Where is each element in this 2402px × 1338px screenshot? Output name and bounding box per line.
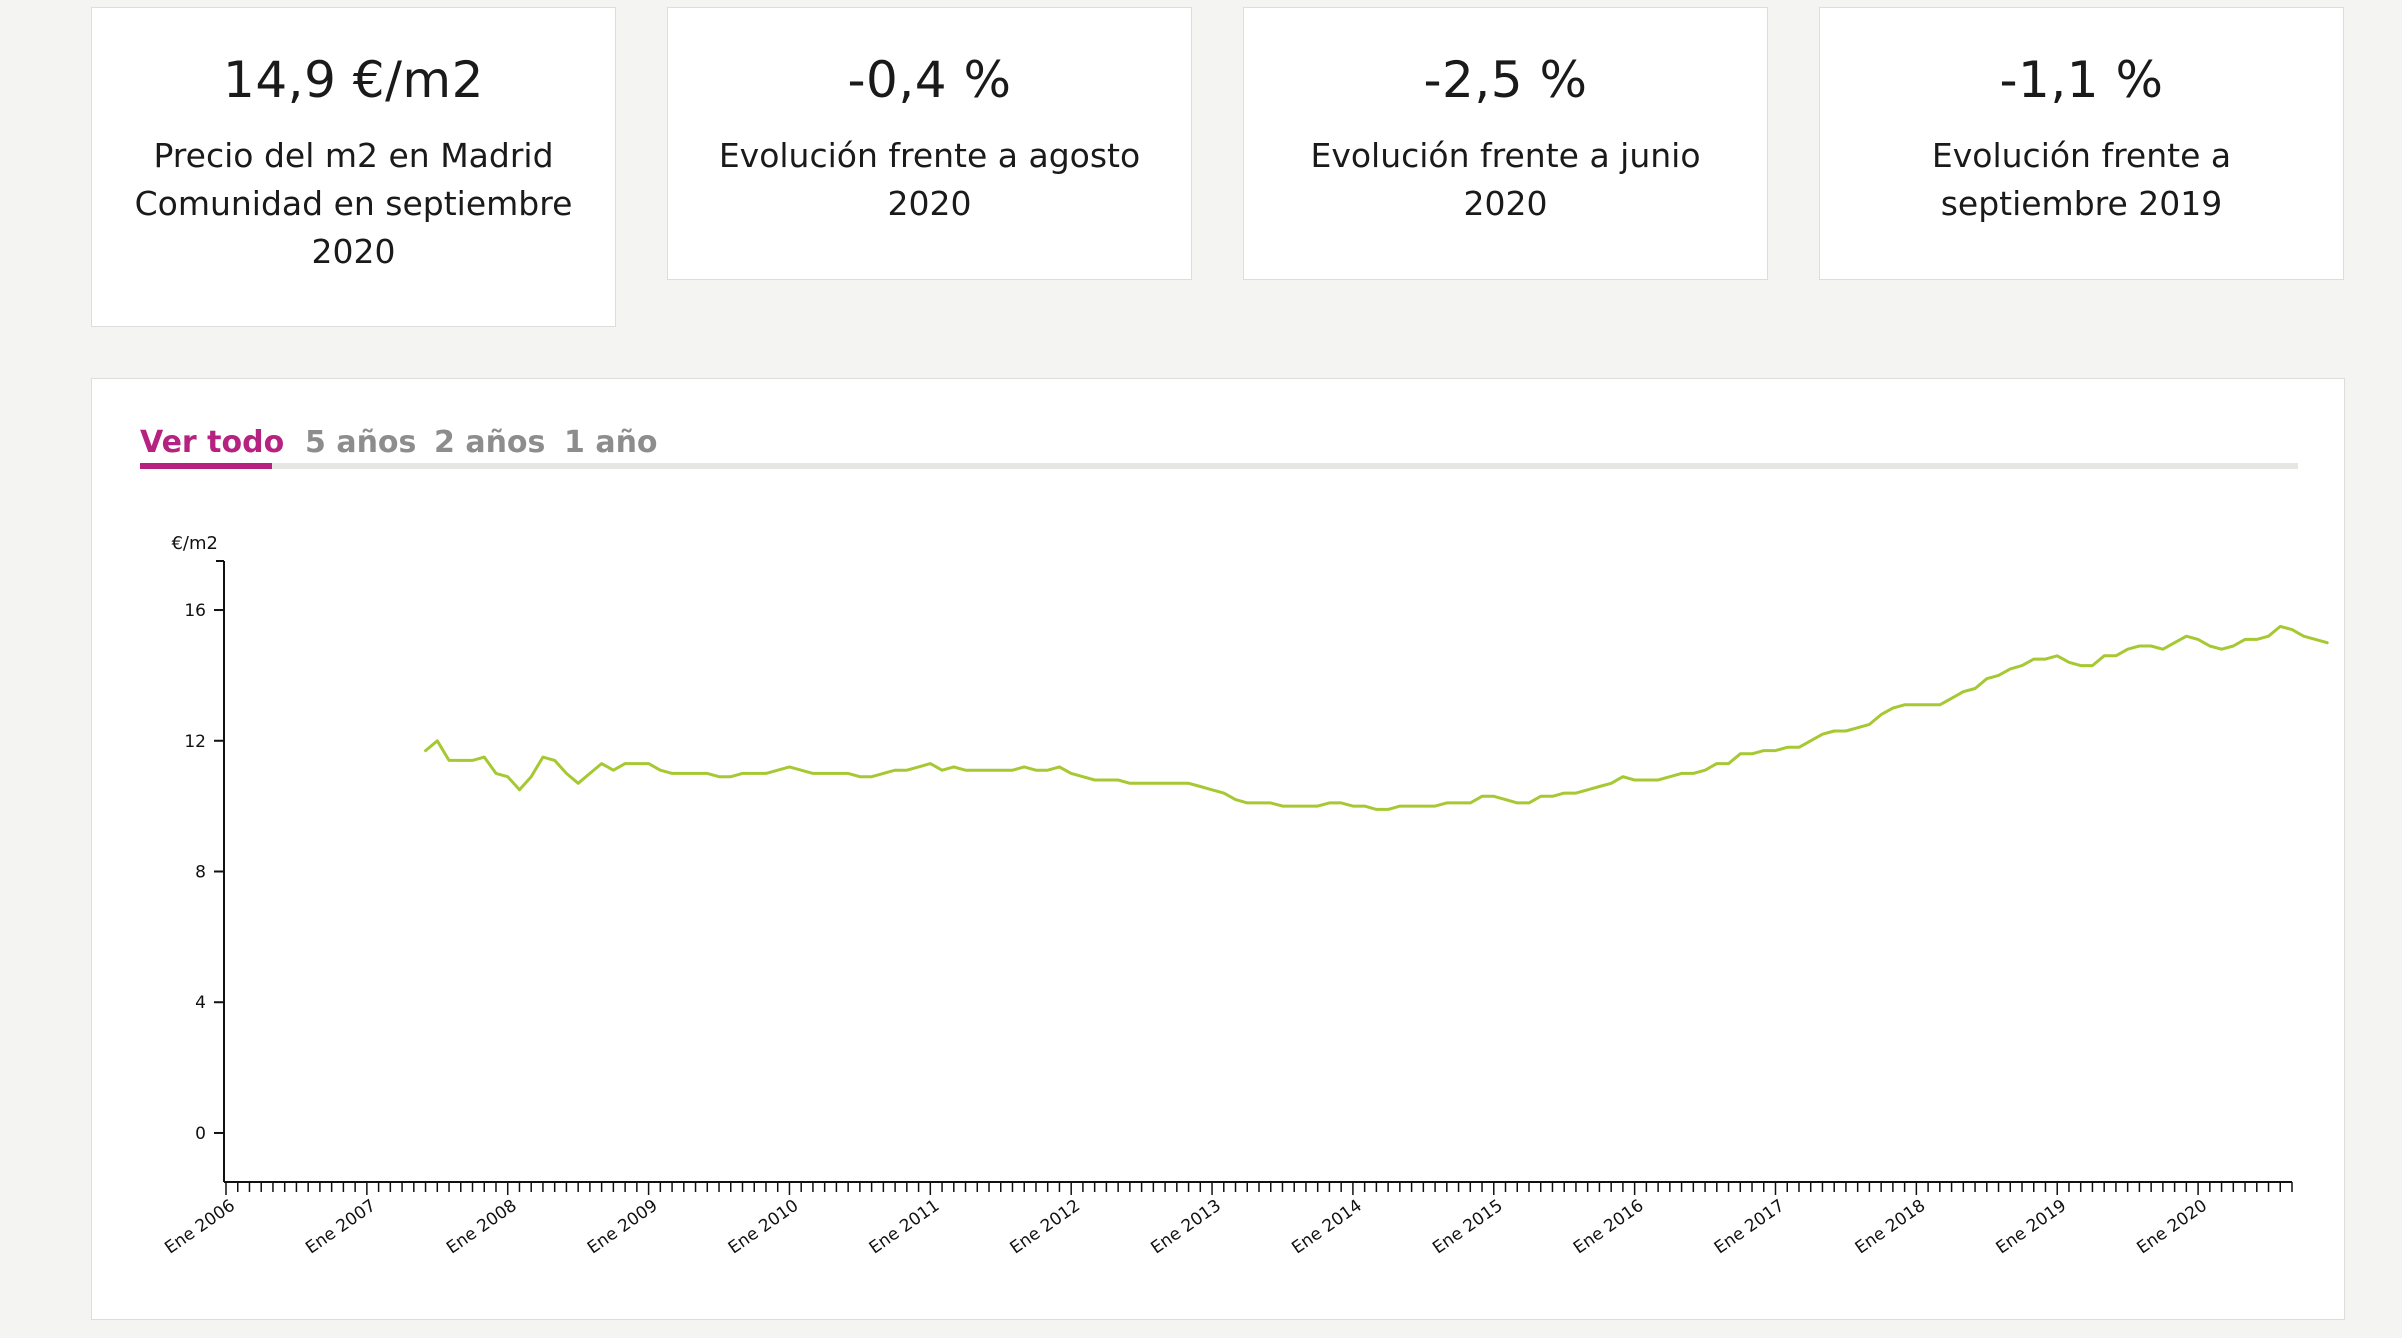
x-tick-label: Ene 2020 [2133,1196,2211,1259]
y-tick-label: 4 [195,993,206,1013]
tab-5-anos[interactable]: 5 años [305,425,417,460]
stat-card-quarter-change: -2,5 % Evolución frente a junio 2020 [1243,7,1768,280]
chart-card: Ver todo 5 años 2 años 1 año €/m2 0 4 8 12 16… [91,378,2345,1320]
x-tick-label: Ene 2011 [866,1196,944,1259]
y-tick-label: 8 [195,863,206,883]
x-tick-label: Ene 2008 [443,1196,521,1259]
x-axis: Ene 2006 Ene 2007 Ene 2008 Ene 2009 Ene 2010… [161,1181,2293,1259]
tab-1-ano[interactable]: 1 año [564,425,658,460]
time-range-tabs: Ver todo 5 años 2 años 1 año [140,425,2298,469]
x-tick-label: Ene 2013 [1147,1196,1225,1259]
stat-card-month-change: -0,4 % Evolución frente a agosto 2020 [667,7,1192,280]
stats-row: 14,9 €/m2 Precio del m2 en Madrid Comuni… [91,7,2345,327]
stat-card-year-change: -1,1 % Evolución frente a septiembre 201… [1819,7,2344,280]
stat-card-price: 14,9 €/m2 Precio del m2 en Madrid Comuni… [91,7,616,327]
stat-value: 14,9 €/m2 [223,51,484,109]
active-tab-indicator [140,463,272,469]
stat-value: -2,5 % [1423,51,1588,109]
series-layer [424,624,2329,811]
x-tick-label: Ene 2006 [161,1196,239,1259]
x-tick-label: Ene 2018 [1852,1196,1930,1259]
y-tick-label: 16 [184,601,206,621]
y-axis-label: €/m2 [171,533,218,554]
stat-label: Precio del m2 en Madrid Comunidad en sep… [134,136,573,271]
x-tick-label: Ene 2014 [1288,1196,1366,1259]
x-tick-label: Ene 2007 [302,1196,380,1259]
stat-label: Evolución frente a junio 2020 [1310,136,1701,223]
x-tick-label: Ene 2019 [1993,1196,2071,1259]
y-tick-label: 12 [184,732,206,752]
x-tick-label: Ene 2012 [1007,1196,1085,1259]
tab-2-anos[interactable]: 2 años [434,425,546,460]
stat-label: Evolución frente a septiembre 2019 [1931,136,2232,223]
x-tick-label: Ene 2009 [584,1196,662,1259]
x-tick-label: Ene 2017 [1711,1196,1789,1259]
x-tick-label: Ene 2010 [725,1196,803,1259]
y-tick-label: 0 [195,1124,206,1144]
tab-ver-todo[interactable]: Ver todo [140,425,285,460]
y-axis: €/m2 0 4 8 12 16 [171,533,225,1182]
stat-label: Evolución frente a agosto 2020 [718,136,1141,223]
stat-value: -1,1 % [1999,51,2164,109]
x-tick-label: Ene 2015 [1429,1196,1507,1259]
stat-value: -0,4 % [847,51,1012,109]
x-tick-label: Ene 2016 [1570,1196,1648,1259]
price-series-line [424,624,2329,811]
